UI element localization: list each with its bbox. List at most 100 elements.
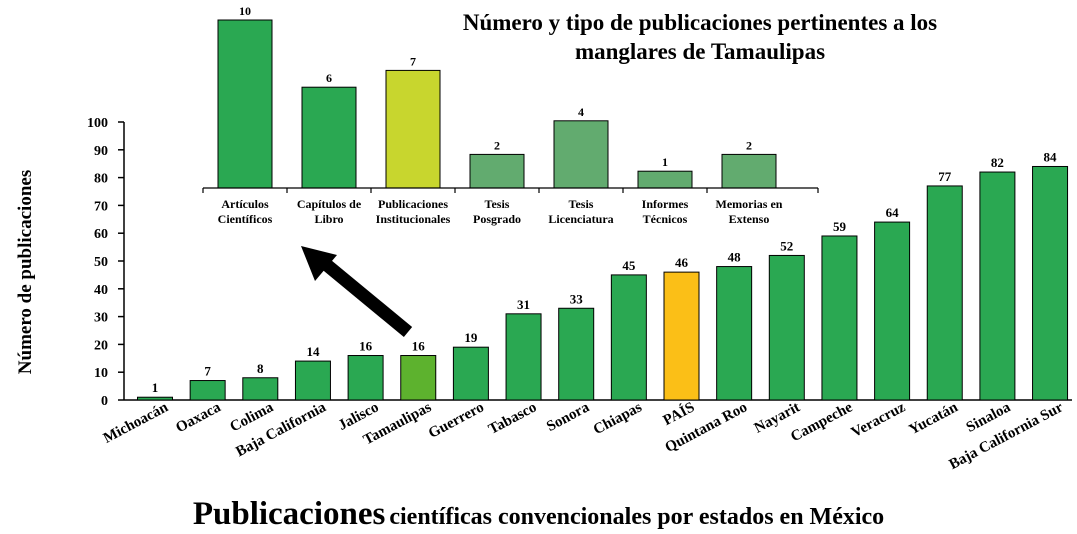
main-bar	[663, 271, 700, 401]
inset-x-tick-label: Posgrado	[473, 212, 521, 226]
main-value-label: 45	[622, 258, 636, 273]
main-y-tick-label: 10	[94, 366, 108, 381]
main-bar	[452, 346, 489, 401]
pointer-arrow-icon	[301, 246, 413, 338]
main-bar	[610, 274, 647, 401]
inset-value-labels: 10 6 7 2 4 1 2	[239, 4, 752, 169]
main-chart-title: Publicaciones científicas convencionales…	[0, 496, 1077, 533]
main-axes: 0 10 20 30 40 50 60 70 80 90 100	[87, 116, 1072, 409]
main-value-label: 16	[412, 339, 426, 354]
main-value-label: 7	[204, 364, 211, 379]
main-y-tick-label: 90	[94, 144, 108, 159]
inset-x-tick-label: Tesis	[485, 197, 510, 211]
inset-bars	[217, 19, 777, 189]
inset-bar	[637, 170, 693, 189]
inset-x-tick-label: Científicos	[218, 212, 273, 226]
inset-value-label: 6	[326, 71, 332, 85]
main-x-tick-label: Baja California	[233, 399, 329, 460]
main-value-label: 82	[991, 155, 1004, 170]
inset-x-tick-label: Técnicos	[643, 212, 688, 226]
inset-value-label: 1	[662, 155, 668, 169]
main-y-tick-label: 80	[94, 172, 108, 187]
main-value-label: 33	[570, 291, 584, 306]
main-bar	[558, 307, 595, 401]
main-y-tick-label: 50	[94, 255, 108, 270]
main-value-label: 48	[728, 250, 742, 265]
main-x-tick-label: Tabasco	[486, 399, 539, 438]
inset-bar	[217, 19, 273, 189]
main-value-label: 16	[359, 339, 373, 354]
main-bar	[189, 380, 226, 401]
main-y-tick-label: 20	[94, 338, 108, 353]
main-bar	[716, 266, 753, 401]
main-bar	[137, 396, 173, 401]
inset-bar	[721, 153, 777, 189]
inset-value-label: 4	[578, 105, 584, 119]
inset-axes	[202, 187, 819, 193]
main-value-label: 77	[938, 169, 952, 184]
inset-x-tick-label: Capítulos de	[297, 197, 362, 211]
main-value-labels: 1 7 8 14 16 16 19 31 33 45 46 48 52 59 64 77 82 84	[152, 149, 1057, 395]
main-y-tick-label: 70	[94, 199, 108, 214]
main-x-tick-label: PAÍS	[660, 399, 697, 430]
inset-x-tick-label: Libro	[314, 212, 343, 226]
inset-x-tick-label: Extenso	[729, 212, 770, 226]
main-x-tick-label: Guerrero	[426, 399, 487, 441]
main-title-small: científicas convencionales por estados e…	[389, 504, 885, 530]
main-x-tick-label: Veracruz	[849, 399, 909, 441]
main-y-tick-label: 30	[94, 311, 108, 326]
main-bar	[874, 221, 911, 401]
inset-bar	[301, 86, 357, 189]
inset-x-tick-label: Artículos	[221, 197, 269, 211]
inset-bar	[553, 120, 609, 189]
main-title-big: Publicaciones	[192, 496, 386, 532]
inset-x-tick-label: Publicaciones	[378, 197, 448, 211]
main-bar	[294, 360, 331, 401]
main-value-label: 14	[306, 344, 320, 359]
main-x-tick-label: Sonora	[544, 399, 592, 435]
main-value-label: 64	[886, 205, 900, 220]
main-y-tick-label: 0	[101, 394, 108, 409]
main-value-label: 52	[780, 238, 793, 253]
main-y-tick-label: 40	[94, 283, 108, 298]
main-bar	[347, 355, 384, 401]
main-value-label: 46	[675, 255, 689, 270]
inset-x-tick-label: Tesis	[569, 197, 594, 211]
inset-bar	[469, 153, 525, 189]
inset-value-label: 2	[494, 138, 500, 152]
main-y-tick-label: 100	[87, 116, 108, 131]
main-x-tick-label: Chiapas	[591, 399, 645, 438]
main-bars	[137, 165, 1069, 401]
main-y-axis-label: Número de publicaciones	[15, 169, 36, 375]
inset-chart-title: Número y tipo de publicaciones pertinent…	[462, 10, 938, 64]
inset-bar	[385, 69, 441, 189]
inset-value-label: 2	[746, 138, 752, 152]
main-x-tick-label: Yucatán	[906, 399, 961, 438]
main-value-label: 59	[833, 219, 847, 234]
main-value-label: 1	[152, 380, 159, 395]
main-bar	[242, 377, 279, 401]
main-bar	[979, 171, 1016, 401]
main-value-label: 19	[464, 330, 478, 345]
main-bar	[1032, 165, 1069, 401]
main-value-label: 8	[257, 361, 264, 376]
inset-x-tick-label: Institucionales	[376, 212, 451, 226]
main-x-tick-label: Michoacán	[101, 399, 172, 447]
inset-x-tick-label: Informes	[642, 197, 689, 211]
inset-value-label: 7	[410, 54, 416, 68]
main-bar	[821, 235, 858, 401]
main-bar	[768, 254, 805, 401]
main-value-label: 84	[1044, 149, 1058, 164]
inset-x-tick-label: Licenciatura	[548, 212, 613, 226]
inset-x-tick-label: Memorias en	[716, 197, 783, 211]
main-value-label: 31	[517, 297, 530, 312]
main-bar	[926, 185, 963, 401]
main-x-tick-label: Oaxaca	[173, 399, 224, 436]
inset-value-label: 10	[239, 4, 251, 18]
main-bar	[400, 355, 437, 401]
main-y-tick-label: 60	[94, 227, 108, 242]
main-bar	[505, 313, 542, 401]
